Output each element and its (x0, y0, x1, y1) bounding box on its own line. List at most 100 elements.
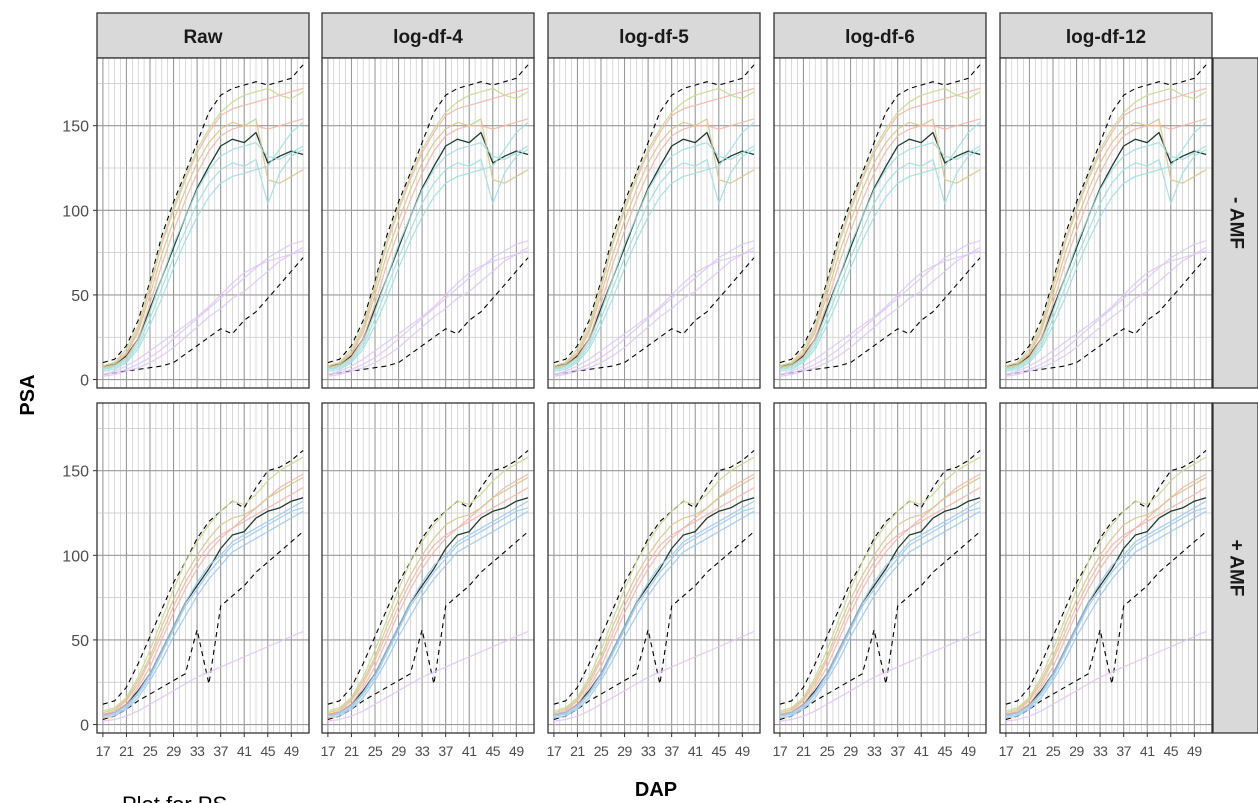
series-line (102, 64, 304, 364)
row-strip-box (1212, 57, 1258, 389)
series-line (1005, 240, 1207, 376)
x-tick-label: 49 (735, 743, 750, 759)
panel-border (321, 57, 535, 389)
x-tick-label: 17 (773, 743, 788, 759)
panel-border (321, 402, 535, 734)
x-tick-label: 49 (509, 743, 524, 759)
series-line (779, 87, 981, 367)
x-tick-label: 45 (485, 743, 500, 759)
panel-border (96, 402, 310, 734)
series-line (1005, 121, 1207, 372)
series-line (779, 257, 981, 376)
series-line (327, 630, 529, 722)
panel-border (547, 57, 761, 389)
x-tick-label: 21 (119, 743, 134, 759)
series-line (553, 476, 755, 714)
facet-panel: 0 50 100 150 (62, 57, 310, 390)
series-line (779, 510, 981, 719)
series-line (779, 497, 981, 716)
series-line (327, 257, 529, 376)
panel-border (96, 57, 310, 389)
panel-border (999, 402, 1213, 734)
series-line (553, 507, 755, 717)
series-line (1005, 148, 1207, 371)
series-line (779, 64, 981, 364)
column-strip-box (547, 12, 761, 59)
series-line (327, 141, 529, 371)
series-line (779, 630, 981, 722)
series-line (1005, 510, 1207, 719)
series-line (327, 476, 529, 714)
x-tick-label: 17 (321, 743, 336, 759)
series-line (553, 500, 755, 716)
series-line (1005, 118, 1207, 369)
series-line (553, 250, 755, 376)
x-tick-label: 25 (143, 743, 158, 759)
x-tick-label: 25 (1046, 743, 1061, 759)
panel-border (773, 402, 987, 734)
series-line (1005, 141, 1207, 371)
x-tick-label: 41 (688, 743, 703, 759)
series-line (102, 500, 304, 716)
series-line (102, 497, 304, 716)
series-line (1005, 507, 1207, 717)
series-line (327, 118, 529, 369)
series-line (553, 141, 755, 371)
series-line (553, 497, 755, 716)
panels-layer: Raw log-df-4 log-df-5 log-df-6 log-df-12 - AM… (62, 12, 1258, 759)
series-line (1005, 246, 1207, 377)
series-line (553, 456, 755, 712)
series-line (1005, 531, 1207, 721)
series-line (553, 118, 755, 369)
column-strip-label: log-df-12 (1066, 27, 1146, 48)
series-line (553, 148, 755, 371)
x-tick-label: 21 (344, 743, 359, 759)
series-line (102, 257, 304, 376)
x-tick-label: 25 (368, 743, 383, 759)
series-line (553, 630, 755, 722)
row-strip-label: + AMF (1225, 540, 1246, 597)
column-strip-label: log-df-4 (393, 27, 463, 48)
x-axis-title: DAP (635, 779, 677, 801)
series-line (1005, 87, 1207, 367)
series-line (327, 240, 529, 376)
series-line (779, 449, 981, 705)
series-line (327, 456, 529, 712)
column-strip-label: log-df-6 (845, 27, 915, 48)
series-line (102, 141, 304, 371)
series-line (779, 476, 981, 714)
column-strip: log-df-12 (999, 12, 1213, 59)
x-tick-label: 17 (547, 743, 562, 759)
y-tick-label: 100 (62, 203, 89, 220)
column-strip: Raw (96, 12, 310, 59)
x-tick-label: 33 (1093, 743, 1108, 759)
series-line (1005, 449, 1207, 705)
panel-border (773, 57, 987, 389)
x-tick-label: 29 (391, 743, 406, 759)
column-strip-box (321, 12, 535, 59)
x-tick-label: 21 (796, 743, 811, 759)
x-tick-label: 29 (1069, 743, 1084, 759)
series-line (779, 141, 981, 371)
series-line (327, 510, 529, 719)
series-line (779, 250, 981, 376)
x-tick-label: 21 (1022, 743, 1037, 759)
panel-border (999, 57, 1213, 389)
series-line (102, 449, 304, 705)
series-line (553, 64, 755, 364)
x-tick-label: 45 (937, 743, 952, 759)
y-tick-label: 100 (62, 548, 89, 565)
series-line (102, 531, 304, 721)
column-strip-box (96, 12, 310, 59)
x-tick-label: 49 (961, 743, 976, 759)
series-line (102, 487, 304, 716)
series-line (327, 118, 529, 369)
y-tick-label: 0 (80, 373, 89, 390)
column-strip: log-df-6 (773, 12, 987, 59)
y-axis-title: PSA (17, 374, 39, 415)
series-line (553, 121, 755, 372)
series-line (102, 507, 304, 717)
series-line (553, 449, 755, 705)
series-line (327, 87, 529, 367)
facet-panel (773, 57, 987, 389)
